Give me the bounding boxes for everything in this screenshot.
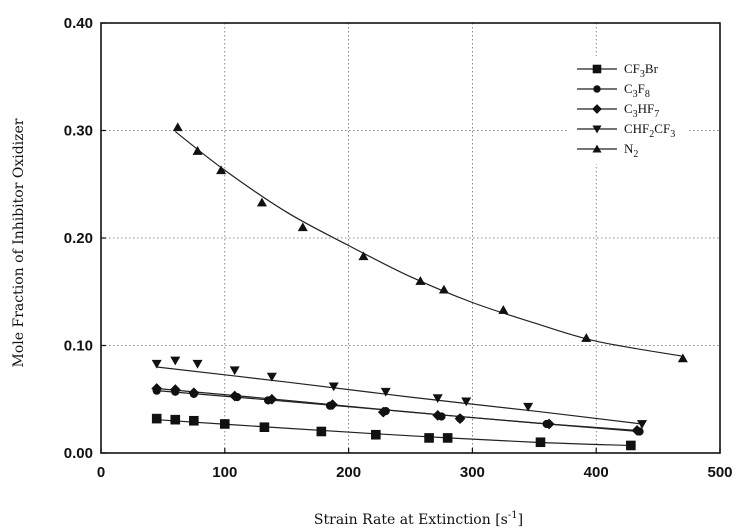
data-point-series-4	[461, 397, 472, 407]
data-point-series-5	[677, 353, 688, 363]
y-tick-label: 0.40	[64, 15, 93, 32]
legend-marker	[592, 125, 602, 134]
data-point-series-3	[229, 390, 241, 402]
data-point-series-1	[189, 415, 199, 426]
legend-entry-label: C3F8	[624, 81, 650, 100]
data-points	[151, 122, 688, 451]
legend-entry-label: CHF2CF3	[624, 121, 675, 140]
data-point-series-5	[297, 222, 308, 232]
data-point-series-1	[626, 440, 636, 451]
data-point-series-3	[188, 387, 200, 399]
data-point-series-3	[631, 425, 643, 436]
data-point-series-4	[151, 359, 162, 369]
data-point-series-1	[371, 429, 381, 440]
x-tick-label: 400	[584, 464, 609, 481]
legend-marker	[592, 64, 602, 74]
data-point-series-5	[216, 165, 227, 175]
data-point-series-1	[442, 433, 453, 443]
data-point-series-5	[256, 197, 267, 207]
data-point-series-4	[192, 359, 203, 369]
x-axis-title-superscript: -1	[508, 510, 518, 521]
data-point-series-1	[316, 426, 327, 437]
fit-curve-series-5	[174, 131, 683, 357]
x-tick-label: 200	[336, 464, 361, 481]
data-point-series-3	[432, 410, 444, 421]
data-point-series-3	[169, 384, 181, 395]
y-tick-label: 0.30	[64, 123, 93, 140]
data-point-series-1	[424, 433, 434, 443]
data-point-series-1	[170, 414, 181, 425]
data-point-series-4	[523, 402, 534, 412]
legend-entry-label: CF3Br	[624, 61, 659, 80]
data-point-series-5	[192, 146, 203, 155]
x-axis-title-main: Strain Rate at Extinction [s	[314, 512, 508, 528]
data-point-series-3	[327, 399, 338, 410]
grid-lines	[101, 23, 720, 453]
data-point-series-3	[543, 418, 555, 430]
legend-entry-label: N2	[624, 141, 638, 160]
data-point-series-4	[432, 394, 443, 404]
data-point-series-3	[151, 383, 163, 394]
x-tick-label: 500	[707, 464, 732, 481]
data-point-series-5	[415, 276, 426, 285]
data-point-series-5	[581, 333, 592, 342]
axis-ticks: 0 100 200 300 400 500 0.00 0.10 0.20 0.30 0.40	[64, 15, 733, 481]
data-point-series-4	[380, 387, 391, 397]
y-tick-label: 0.10	[64, 338, 93, 355]
data-point-series-1	[220, 419, 230, 429]
fit-curve-series-1	[156, 419, 631, 447]
legend-marker	[592, 144, 602, 153]
data-point-series-5	[438, 284, 449, 294]
x-tick-label: 0	[97, 464, 105, 481]
x-tick-label: 100	[212, 464, 237, 481]
x-axis-title-suffix: ]	[518, 512, 523, 528]
data-point-series-1	[535, 437, 546, 448]
data-point-series-5	[498, 305, 509, 314]
legend-marker	[592, 104, 602, 114]
data-point-series-4	[170, 356, 181, 366]
data-point-series-5	[358, 251, 369, 261]
data-point-series-4	[266, 372, 277, 382]
y-axis-title: Mole Fraction of Inhibitor Oxidizer	[11, 118, 27, 367]
data-point-series-1	[151, 413, 162, 424]
x-axis-title: Strain Rate at Extinction [s-1]	[314, 510, 523, 528]
data-point-series-4	[229, 366, 240, 376]
legend-marker	[593, 85, 601, 93]
data-point-series-3	[377, 406, 389, 418]
y-tick-label: 0.20	[64, 230, 93, 247]
y-tick-label: 0.00	[64, 445, 93, 462]
data-point-series-4	[636, 420, 648, 429]
data-point-series-3	[454, 413, 466, 424]
data-point-series-1	[259, 422, 270, 433]
data-point-series-5	[172, 122, 183, 132]
data-point-series-4	[328, 382, 339, 392]
legend-entry-label: C3HF7	[624, 101, 659, 120]
fit-curve-series-4	[156, 366, 643, 425]
x-tick-label: 300	[460, 464, 485, 481]
data-point-series-3	[266, 393, 278, 405]
